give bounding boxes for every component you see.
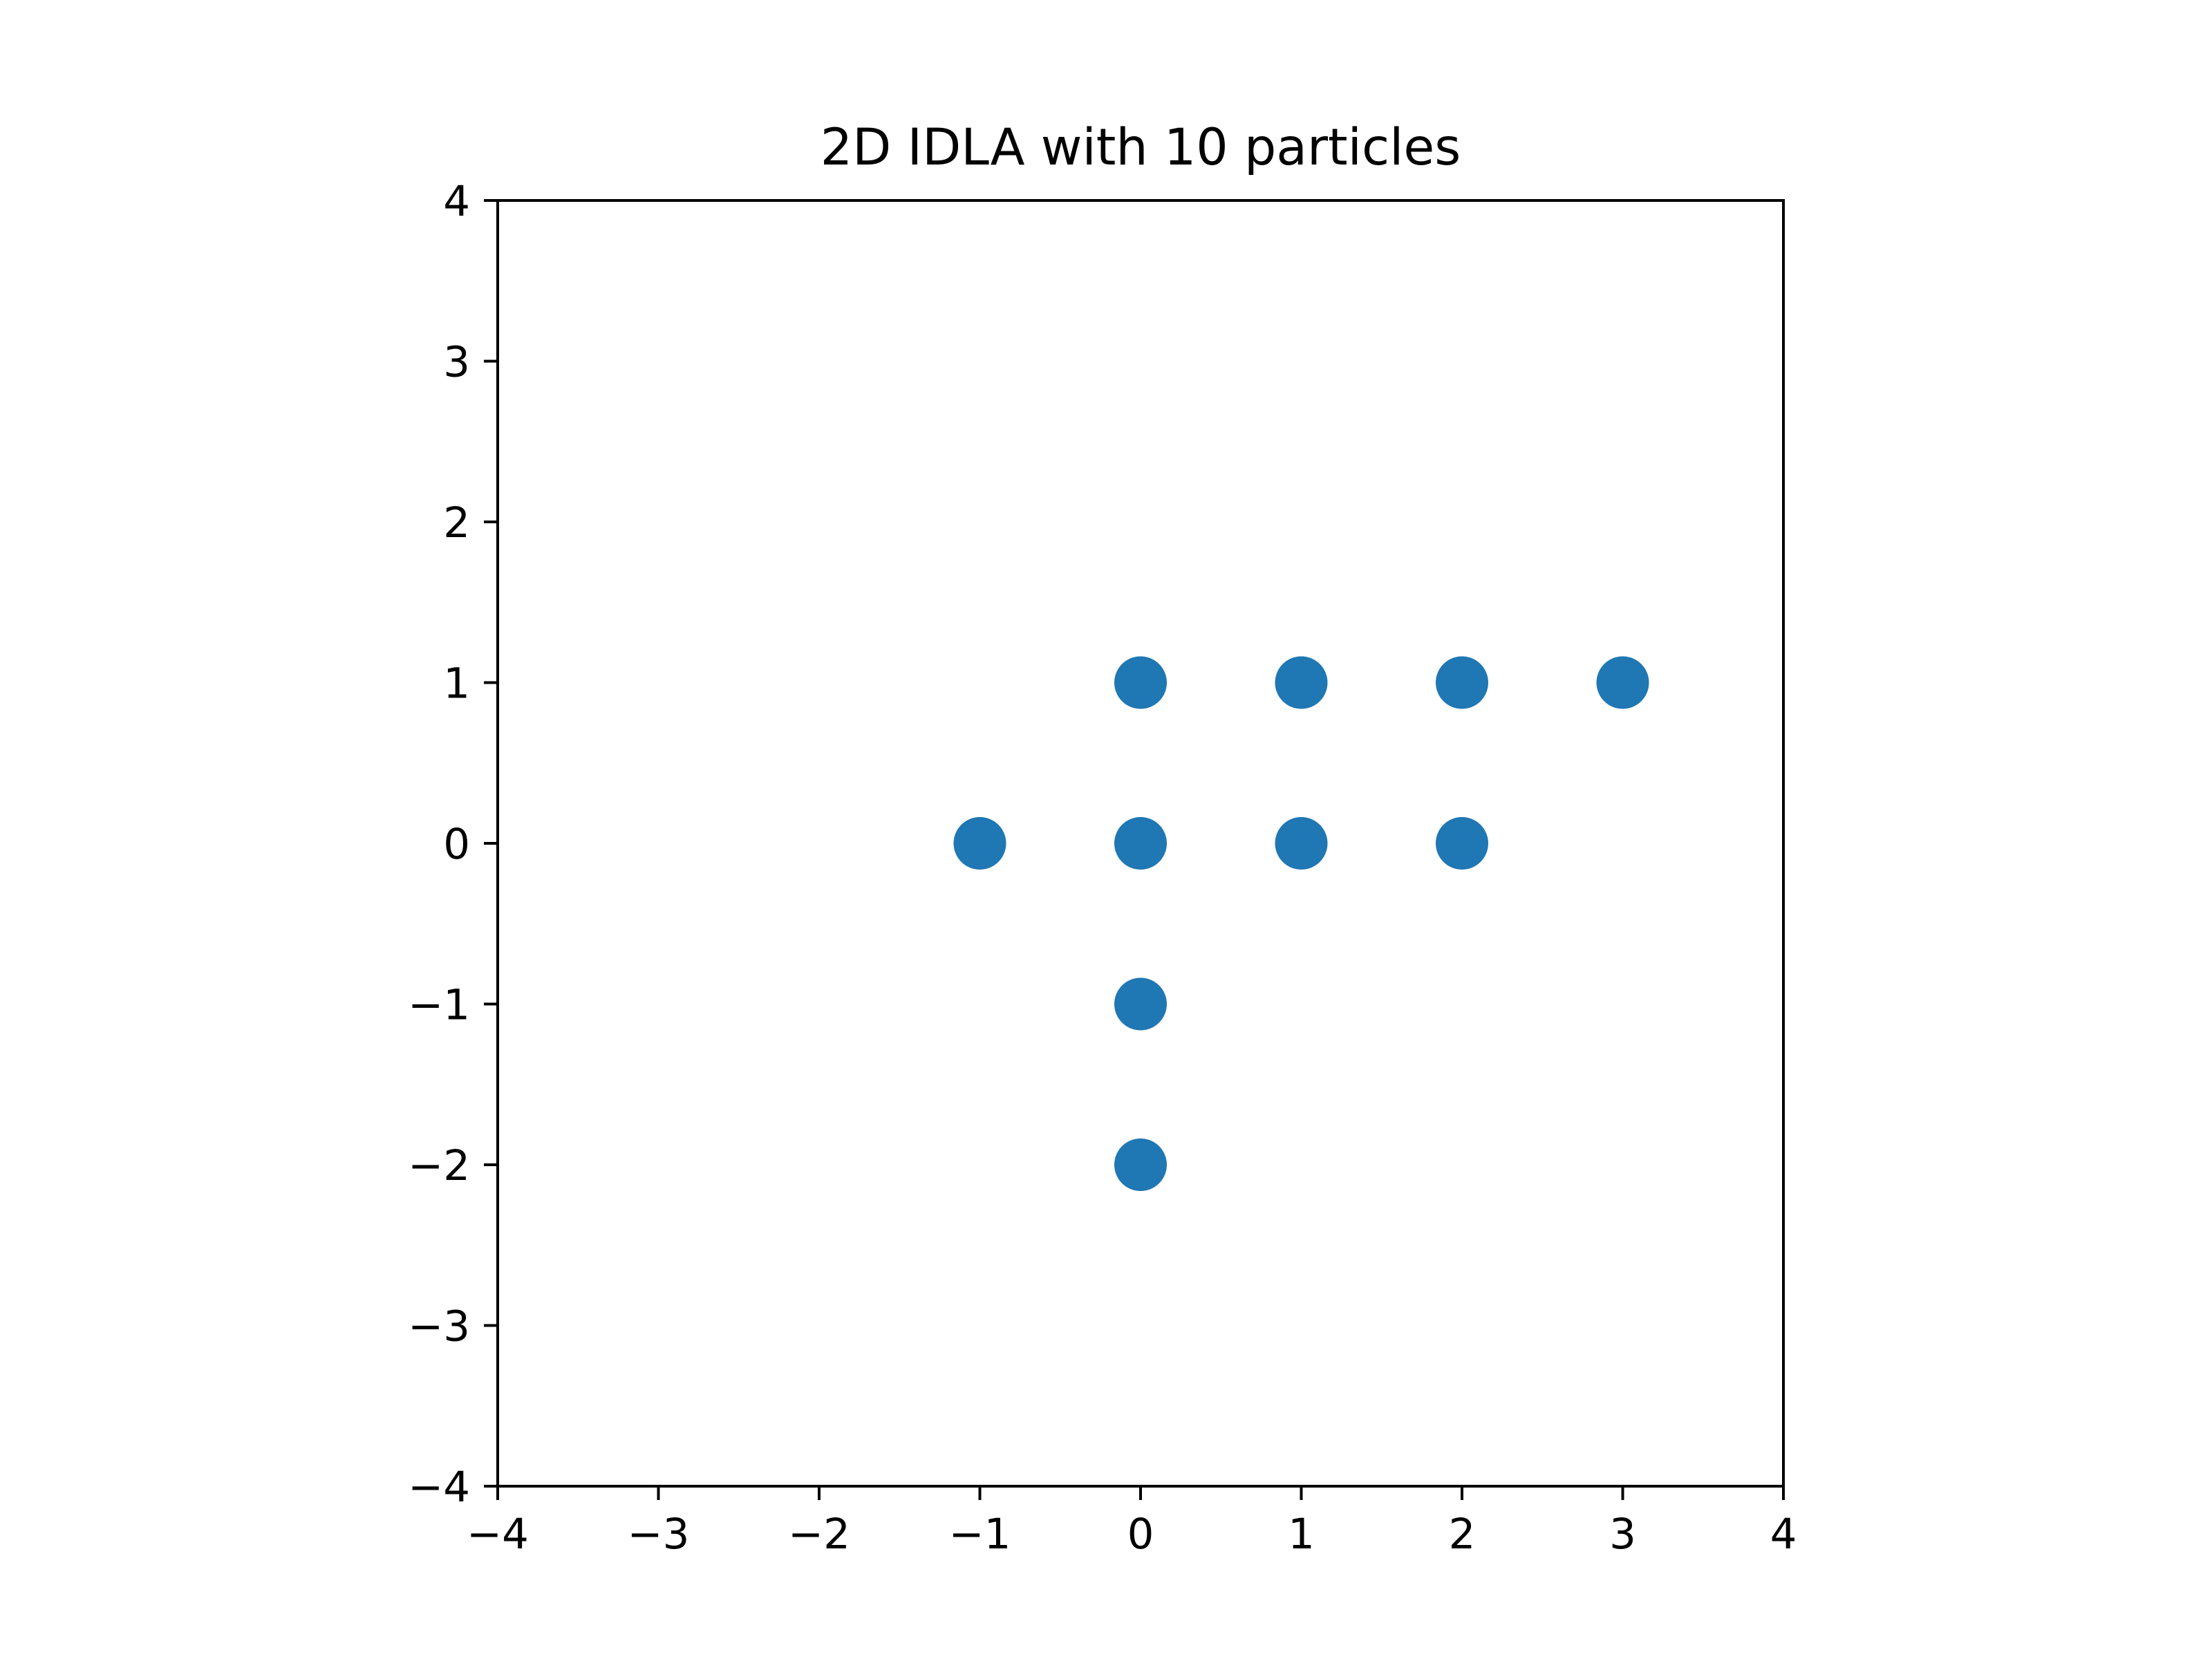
chart-title: 2D IDLA with 10 particles [821,118,1461,177]
axes-frame [496,199,1785,1488]
y-tick-label: −2 [408,1141,470,1190]
x-tick-label: 4 [1770,1510,1797,1559]
data-point [1275,817,1328,870]
y-tick-label: 4 [443,177,470,226]
data-point [1436,817,1488,870]
y-tick-label: 3 [443,338,470,387]
x-tick-label: 0 [1127,1510,1154,1559]
data-point [1114,1138,1167,1191]
x-tick-label: 3 [1609,1510,1636,1559]
x-tick-label: −4 [467,1510,529,1559]
x-tick-label: −2 [788,1510,850,1559]
y-tick-label: 2 [443,498,470,547]
x-tick-label: 1 [1288,1510,1315,1559]
data-point [1275,656,1328,709]
y-tick-label: 1 [443,659,470,709]
y-tick-label: −4 [408,1463,470,1512]
y-tick-label: −3 [408,1302,470,1351]
data-point [1596,656,1649,709]
x-tick-label: −1 [949,1510,1011,1559]
data-point [1114,817,1167,870]
y-tick-label: −1 [408,981,470,1030]
ticks-layer: −4 −3 −2 −1 0 1 2 3 4 −4 −3 −2 −1 0 1 2 3 4 [408,177,1797,1559]
points-layer [953,656,1649,1191]
x-tick-label: 2 [1449,1510,1476,1559]
data-point [953,817,1006,870]
y-tick-label: 0 [443,820,470,869]
data-point [1114,656,1167,709]
data-point [1436,656,1488,709]
x-tick-label: −3 [628,1510,690,1559]
data-point [1114,977,1167,1031]
